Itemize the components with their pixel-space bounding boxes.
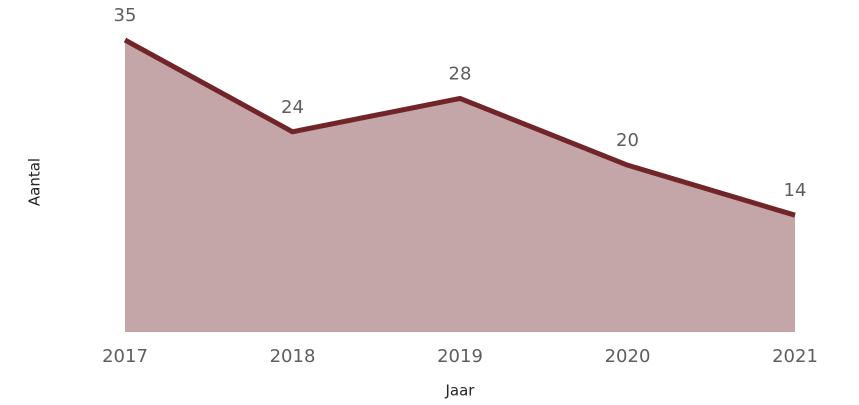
x-axis-title: Jaar [445,382,476,400]
value-label: 35 [114,5,137,26]
area [125,40,795,332]
x-tick-label: 2018 [270,346,316,367]
value-label: 14 [784,180,807,201]
x-tick-label: 2019 [437,346,483,367]
x-tick-label: 2017 [102,346,148,367]
y-axis-title: Aantal [26,158,44,206]
x-tick-label: 2021 [772,346,818,367]
value-label: 20 [616,130,639,151]
x-tick-label: 2020 [605,346,651,367]
line [123,37,796,218]
value-label: 24 [281,97,304,118]
value-label: 28 [449,63,472,84]
